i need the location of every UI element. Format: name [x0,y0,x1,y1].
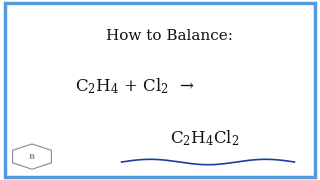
Text: $\mathdefault{C_2H_4Cl_2}$: $\mathdefault{C_2H_4Cl_2}$ [170,129,240,148]
Text: How to Balance:: How to Balance: [106,29,233,43]
Text: $\mathdefault{C_2H_4}$ + $\mathdefault{Cl_2}$  →: $\mathdefault{C_2H_4}$ + $\mathdefault{C… [75,76,194,96]
Text: B: B [29,153,35,161]
